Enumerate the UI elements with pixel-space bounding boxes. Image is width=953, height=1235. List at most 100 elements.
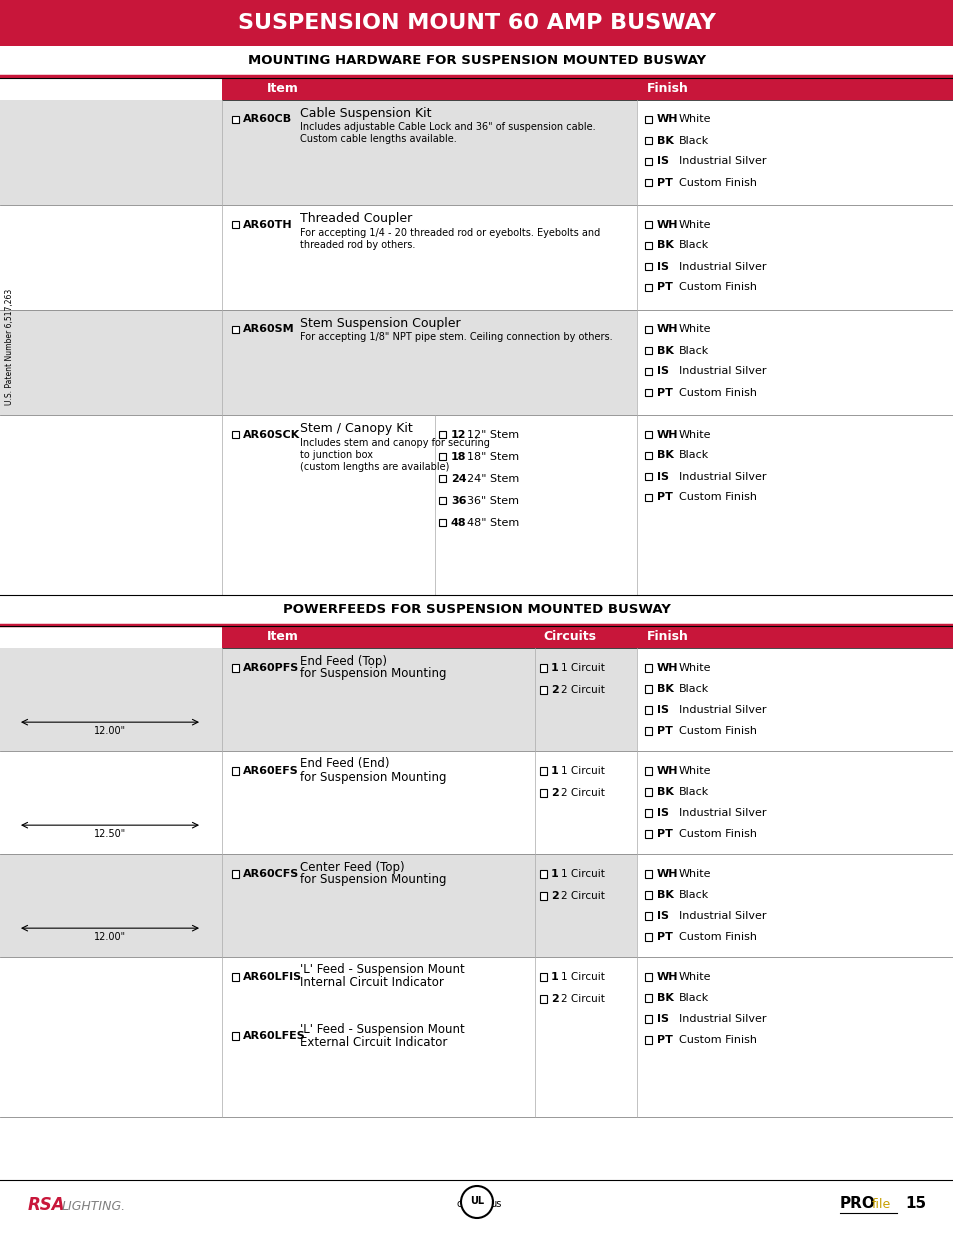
Bar — [644, 263, 652, 270]
Text: End Feed (Top): End Feed (Top) — [299, 655, 387, 667]
Text: 2 Circuit: 2 Circuit — [560, 994, 604, 1004]
Bar — [644, 911, 652, 920]
Text: White: White — [679, 115, 711, 125]
Bar — [232, 326, 239, 333]
Text: IS: IS — [657, 367, 668, 377]
Bar — [232, 221, 239, 228]
Bar — [232, 431, 239, 438]
Bar — [0, 205, 222, 310]
Text: AR60EFS: AR60EFS — [243, 766, 298, 776]
Text: Stem Suspension Coupler: Stem Suspension Coupler — [299, 317, 460, 330]
Text: White: White — [679, 430, 711, 440]
Text: 2 Circuit: 2 Circuit — [560, 788, 604, 798]
Bar — [222, 853, 535, 957]
Text: PT: PT — [657, 178, 672, 188]
Text: 'L' Feed - Suspension Mount: 'L' Feed - Suspension Mount — [299, 963, 464, 977]
Text: PT: PT — [657, 388, 672, 398]
Text: PRO: PRO — [840, 1197, 875, 1212]
Bar — [438, 452, 446, 459]
Bar — [539, 892, 547, 899]
Text: For accepting 1/4 - 20 threaded rod or eyebolts. Eyebolts and: For accepting 1/4 - 20 threaded rod or e… — [299, 227, 599, 237]
Bar — [539, 789, 547, 797]
Text: BK: BK — [657, 890, 673, 900]
Bar — [644, 706, 652, 714]
Bar — [539, 973, 547, 981]
Text: WH: WH — [657, 115, 678, 125]
Text: 18: 18 — [451, 452, 466, 462]
Bar — [644, 494, 652, 501]
Text: Custom cable lengths available.: Custom cable lengths available. — [299, 135, 456, 144]
Text: Custom Finish: Custom Finish — [679, 726, 757, 736]
Text: IS: IS — [657, 705, 668, 715]
Text: Item: Item — [267, 82, 298, 95]
Text: WH: WH — [657, 325, 678, 335]
Text: Cable Suspension Kit: Cable Suspension Kit — [299, 107, 431, 120]
Text: for Suspension Mounting: for Suspension Mounting — [299, 873, 446, 887]
Text: 2: 2 — [551, 890, 558, 902]
Text: 1 Circuit: 1 Circuit — [560, 663, 604, 673]
Bar — [644, 389, 652, 396]
Text: Custom Finish: Custom Finish — [679, 283, 757, 293]
Text: WH: WH — [657, 869, 678, 879]
Text: Black: Black — [679, 136, 708, 146]
Text: 12.50": 12.50" — [93, 829, 126, 839]
Text: UL: UL — [470, 1195, 483, 1207]
Text: White: White — [679, 766, 711, 776]
Bar — [535, 957, 637, 1116]
Bar — [644, 158, 652, 165]
Text: Custom Finish: Custom Finish — [679, 493, 757, 503]
Text: White: White — [679, 220, 711, 230]
Text: us: us — [490, 1199, 501, 1209]
Bar — [637, 648, 953, 751]
Text: Custom Finish: Custom Finish — [679, 388, 757, 398]
Text: WH: WH — [657, 220, 678, 230]
Bar — [644, 869, 652, 878]
Text: Item: Item — [267, 631, 298, 643]
Bar — [438, 431, 446, 438]
Text: IS: IS — [657, 911, 668, 921]
Bar — [637, 310, 953, 415]
Text: BK: BK — [657, 787, 673, 797]
Text: Center Feed (Top): Center Feed (Top) — [299, 861, 404, 873]
Text: BK: BK — [657, 993, 673, 1003]
Text: White: White — [679, 869, 711, 879]
Bar — [644, 890, 652, 899]
Bar — [539, 685, 547, 694]
Text: PT: PT — [657, 932, 672, 942]
Text: 1 Circuit: 1 Circuit — [560, 869, 604, 879]
Text: WH: WH — [657, 766, 678, 776]
Text: AR60LFES: AR60LFES — [243, 1031, 305, 1041]
Bar — [222, 626, 953, 648]
Bar — [637, 751, 953, 853]
Text: AR60SM: AR60SM — [243, 325, 294, 335]
Text: WH: WH — [657, 430, 678, 440]
Bar — [222, 957, 535, 1116]
Text: PT: PT — [657, 829, 672, 839]
Text: 12" Stem: 12" Stem — [467, 430, 518, 440]
Text: 12.00": 12.00" — [93, 932, 126, 942]
Text: Custom Finish: Custom Finish — [679, 829, 757, 839]
Text: AR60CFS: AR60CFS — [243, 869, 299, 879]
Bar — [644, 473, 652, 480]
Bar — [222, 415, 637, 594]
Bar — [232, 664, 239, 672]
Text: 2 Circuit: 2 Circuit — [560, 685, 604, 695]
Text: BK: BK — [657, 346, 673, 356]
Bar — [232, 973, 239, 981]
Text: Black: Black — [679, 993, 708, 1003]
Text: RSA: RSA — [28, 1195, 66, 1214]
Text: MOUNTING HARDWARE FOR SUSPENSION MOUNTED BUSWAY: MOUNTING HARDWARE FOR SUSPENSION MOUNTED… — [248, 54, 705, 68]
Bar — [644, 727, 652, 735]
Text: (custom lengths are available): (custom lengths are available) — [299, 462, 449, 472]
Text: 24: 24 — [451, 473, 466, 483]
Bar — [0, 415, 222, 594]
Text: Black: Black — [679, 346, 708, 356]
Text: 1 Circuit: 1 Circuit — [560, 972, 604, 982]
Bar — [0, 594, 953, 625]
Bar — [644, 664, 652, 672]
Text: PT: PT — [657, 493, 672, 503]
Text: Industrial Silver: Industrial Silver — [679, 472, 765, 482]
Bar — [644, 179, 652, 186]
Text: 1: 1 — [551, 663, 558, 673]
Text: Black: Black — [679, 684, 708, 694]
